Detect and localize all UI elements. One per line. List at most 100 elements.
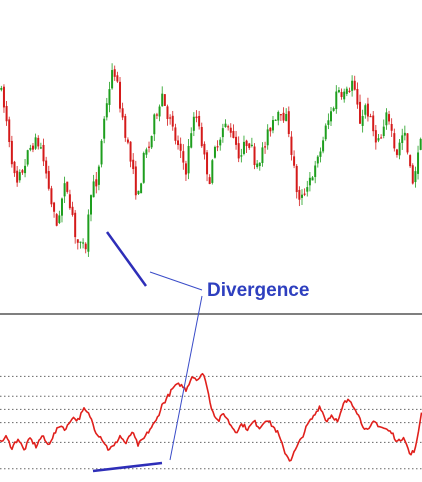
candle-body-up	[242, 141, 245, 154]
candle-body-up	[345, 88, 348, 94]
candle-body-up	[150, 135, 153, 148]
candlestick	[282, 107, 285, 123]
candlestick	[403, 125, 406, 141]
candle-body-up	[351, 80, 354, 91]
candlestick	[184, 160, 187, 182]
candlestick	[293, 150, 296, 169]
candle-body-up	[187, 145, 190, 174]
candle-body-down	[380, 137, 383, 139]
candle-body-up	[190, 133, 193, 148]
candle-body-down	[195, 116, 198, 119]
candlestick	[71, 201, 74, 217]
candle-body-up	[414, 171, 417, 183]
candle-body-up	[224, 123, 227, 128]
candle-body-down	[390, 123, 393, 131]
candle-body-down	[31, 145, 34, 150]
candle-body-up	[382, 126, 385, 137]
candle-body-down	[203, 143, 206, 155]
candlestick	[68, 189, 71, 210]
candle-body-down	[50, 188, 53, 205]
candle-body-down	[298, 189, 301, 200]
oscillator-gridlines	[0, 375, 422, 470]
candle-body-down	[206, 152, 209, 175]
candle-body-down	[411, 165, 414, 184]
candle-body-down	[155, 114, 158, 116]
candle-body-up	[256, 163, 259, 168]
candle-body-up	[398, 142, 401, 156]
candlestick	[95, 172, 98, 194]
candle-body-up	[82, 242, 85, 244]
candle-body-up	[311, 177, 314, 181]
candlestick	[332, 106, 335, 112]
candle-body-up	[274, 119, 277, 121]
candle-body-up	[145, 149, 148, 155]
candle-body-up	[403, 132, 406, 136]
candlestick	[345, 86, 348, 97]
candlestick	[134, 160, 137, 200]
candlestick	[177, 135, 180, 150]
candlestick	[26, 149, 29, 167]
candle-body-up	[26, 150, 29, 165]
candle-body-up	[306, 187, 309, 192]
candlestick	[132, 153, 135, 175]
candle-body-down	[208, 177, 211, 185]
candlestick	[266, 124, 269, 150]
candlestick	[372, 111, 375, 137]
candle-body-down	[237, 143, 240, 159]
candle-body-up	[105, 103, 108, 118]
candlestick	[153, 113, 156, 142]
candlestick	[74, 210, 77, 244]
candle-body-up	[343, 91, 346, 100]
candle-body-up	[322, 140, 325, 152]
candle-body-down	[66, 181, 69, 192]
candlestick	[195, 110, 198, 123]
candle-body-down	[148, 146, 151, 148]
candle-body-up	[271, 120, 274, 131]
candlestick	[253, 143, 256, 170]
candle-body-down	[55, 214, 58, 226]
candlestick	[303, 188, 306, 197]
candlestick	[13, 160, 16, 177]
candle-body-down	[10, 140, 13, 165]
candle-body-up	[34, 137, 37, 149]
candlestick	[300, 189, 303, 206]
candlestick	[158, 104, 161, 122]
candlestick	[79, 241, 82, 249]
candle-body-down	[388, 114, 391, 122]
candlestick	[37, 135, 40, 150]
candle-body-down	[126, 139, 129, 143]
candlestick	[129, 141, 132, 168]
candle-body-up	[29, 147, 32, 150]
candle-body-down	[132, 159, 135, 170]
candlestick	[82, 238, 85, 249]
candlestick	[108, 81, 111, 113]
candle-body-up	[111, 70, 114, 89]
candle-body-down	[374, 130, 377, 143]
candlestick	[271, 116, 274, 134]
candlestick	[29, 144, 32, 152]
divergence-label: Divergence	[207, 280, 309, 301]
candle-body-up	[401, 135, 404, 144]
candlestick	[203, 141, 206, 160]
candle-body-up	[361, 116, 364, 126]
candle-body-down	[264, 146, 267, 148]
candle-body-down	[293, 156, 296, 166]
candlestick	[211, 158, 214, 185]
candle-body-down	[245, 140, 248, 147]
candlestick	[92, 174, 95, 198]
candlestick	[155, 112, 158, 120]
candlestick	[364, 103, 367, 119]
candle-body-up	[419, 138, 422, 150]
candlestick	[221, 123, 224, 143]
candle-body-up	[79, 241, 82, 243]
candlestick	[111, 63, 114, 90]
candlestick	[66, 181, 69, 194]
candle-body-down	[42, 144, 45, 162]
candlestick	[198, 110, 201, 130]
candle-body-up	[285, 113, 288, 122]
candlestick	[145, 147, 148, 159]
candle-body-down	[366, 103, 369, 117]
candlestick	[179, 137, 182, 159]
candlestick	[161, 86, 164, 107]
candlestick	[163, 94, 166, 106]
